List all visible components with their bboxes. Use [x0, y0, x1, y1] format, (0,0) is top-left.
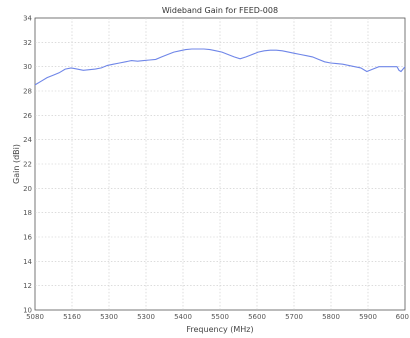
y-tick-label: 26	[23, 112, 32, 120]
grid-lines	[35, 18, 405, 310]
x-tick-label: 5800	[322, 313, 340, 321]
y-tick-label: 16	[23, 234, 32, 242]
x-tick-label: 5700	[285, 313, 303, 321]
y-tick-label: 10	[23, 307, 32, 315]
x-tick-label: 5600	[248, 313, 266, 321]
series-layer	[34, 48, 406, 86]
y-tick-label: 14	[23, 258, 32, 266]
x-tick-label: 5300	[137, 313, 155, 321]
y-tick-label: 32	[23, 39, 32, 47]
y-tick-label: 22	[23, 161, 32, 169]
x-tick-label: 5500	[211, 313, 229, 321]
x-tick-label: 5300	[100, 313, 118, 321]
y-tick-label: 28	[23, 88, 32, 96]
gain-series-line	[34, 48, 406, 86]
tick-labels: 10 12 14 16 18 20 22 24 26 28 30 32 34 5080 5160 5300 53…	[23, 15, 409, 322]
y-tick-label: 30	[23, 63, 32, 71]
x-tick-label: 5900	[359, 313, 377, 321]
x-tick-label: 5080	[26, 313, 44, 321]
x-tick-label: 600	[396, 313, 409, 321]
y-tick-label: 24	[23, 136, 32, 144]
y-tick-label: 12	[23, 282, 32, 290]
x-tick-label: 5400	[174, 313, 192, 321]
chart-title: Wideband Gain for FEED-008	[162, 6, 278, 15]
x-axis-label: Frequency (MHz)	[186, 325, 253, 334]
x-tick-label: 5160	[63, 313, 81, 321]
y-tick-label: 18	[23, 209, 32, 217]
y-axis-label: Gain (dBi)	[12, 144, 21, 184]
y-tick-label: 34	[23, 15, 32, 23]
y-tick-label: 20	[23, 185, 32, 193]
